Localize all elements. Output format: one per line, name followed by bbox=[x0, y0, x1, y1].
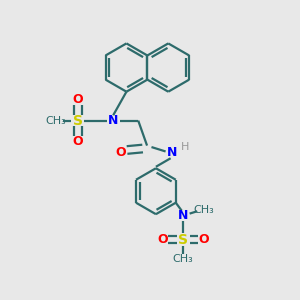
Text: CH₃: CH₃ bbox=[173, 254, 194, 264]
Text: O: O bbox=[198, 233, 209, 246]
Text: N: N bbox=[108, 114, 119, 127]
Text: S: S bbox=[73, 114, 83, 128]
Text: N: N bbox=[178, 209, 188, 223]
Text: O: O bbox=[115, 146, 126, 159]
Text: CH₃: CH₃ bbox=[194, 205, 214, 215]
Text: S: S bbox=[178, 232, 188, 247]
Text: CH₃: CH₃ bbox=[45, 116, 66, 126]
Text: N: N bbox=[167, 146, 177, 159]
Text: O: O bbox=[73, 93, 83, 106]
Text: O: O bbox=[73, 135, 83, 148]
Text: O: O bbox=[157, 233, 168, 246]
Text: H: H bbox=[181, 142, 190, 152]
